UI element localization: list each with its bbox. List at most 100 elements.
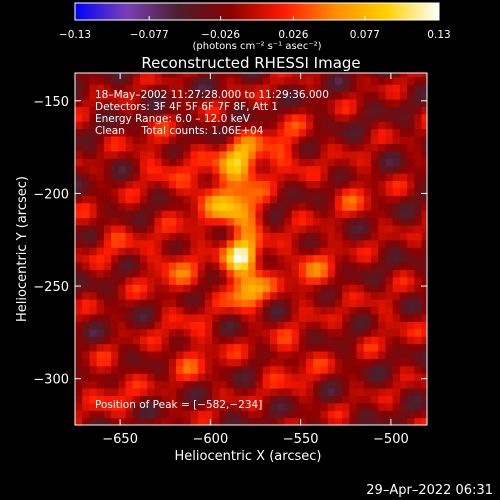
heatmap-cell: [262, 247, 271, 256]
heatmap-cell: [313, 299, 322, 308]
heatmap-cell: [168, 387, 177, 396]
heatmap-cell: [161, 76, 170, 85]
heatmap-cell: [168, 291, 177, 300]
heatmap-cell: [212, 365, 221, 374]
heatmap-cell: [183, 76, 192, 85]
heatmap-cell: [306, 410, 314, 419]
heatmap-cell: [219, 276, 228, 285]
heatmap-cell: [371, 254, 379, 263]
heatmap-cell: [75, 76, 83, 85]
heatmap-cell: [392, 113, 401, 122]
heatmap-cell: [298, 143, 307, 152]
heatmap-cell: [103, 239, 112, 248]
heatmap-cell: [306, 98, 314, 107]
heatmap-cell: [96, 113, 105, 122]
heatmap-cell: [204, 73, 213, 78]
heatmap-cell: [118, 180, 127, 189]
heatmap-cell: [226, 402, 235, 411]
heatmap-cell: [168, 343, 177, 352]
heatmap-cell: [219, 121, 228, 130]
heatmap-cell: [147, 106, 156, 115]
heatmap-cell: [125, 261, 134, 270]
heatmap-cell: [190, 387, 199, 396]
heatmap-cell: [139, 195, 148, 204]
heatmap-cell: [306, 165, 314, 174]
heatmap-cell: [219, 232, 228, 241]
heatmap-cell: [248, 165, 257, 174]
heatmap-cell: [118, 224, 127, 233]
heatmap-cell: [103, 269, 112, 278]
heatmap-cell: [327, 224, 336, 233]
heatmap-cell: [219, 269, 228, 278]
heatmap-cell: [269, 106, 278, 115]
heatmap-cell: [342, 387, 350, 396]
heatmap-cell: [168, 180, 177, 189]
heatmap-cell: [204, 84, 213, 93]
heatmap-cell: [132, 387, 141, 396]
heatmap-cell: [342, 239, 350, 248]
heatmap-cell: [212, 321, 221, 330]
heatmap-cell: [233, 247, 242, 256]
heatmap-cell: [82, 402, 91, 411]
heatmap-cell: [212, 306, 221, 315]
heatmap-cell: [226, 73, 235, 78]
heatmap-cell: [298, 358, 307, 367]
heatmap-cell: [363, 247, 372, 256]
heatmap-cell: [147, 232, 156, 241]
heatmap-cell: [75, 232, 83, 241]
heatmap-cell: [342, 158, 350, 167]
heatmap-cell: [306, 247, 314, 256]
heatmap-cell: [125, 187, 134, 196]
heatmap-cell: [334, 224, 343, 233]
heatmap-cell: [392, 106, 401, 115]
heatmap-cell: [176, 306, 184, 315]
heatmap-cell: [82, 158, 91, 167]
heatmap-cell: [407, 128, 415, 137]
heatmap-cell: [154, 387, 163, 396]
heatmap-cell: [269, 336, 278, 345]
heatmap-cell: [241, 180, 249, 189]
heatmap-cell: [183, 195, 192, 204]
heatmap-cell: [399, 128, 408, 137]
heatmap-cell: [277, 210, 285, 219]
heatmap-cell: [298, 387, 307, 396]
heatmap-cell: [125, 306, 134, 315]
heatmap-cell: [212, 395, 221, 404]
heatmap-cell: [414, 350, 423, 359]
heatmap-cell: [284, 247, 293, 256]
heatmap-cell: [96, 232, 105, 241]
heatmap-cell: [255, 328, 264, 337]
heatmap-cell: [248, 187, 257, 196]
heatmap-cell: [385, 224, 394, 233]
heatmap-cell: [111, 387, 119, 396]
heatmap-cell: [291, 410, 300, 419]
heatmap-cell: [320, 224, 329, 233]
heatmap-cell: [255, 239, 264, 248]
chart-title: Reconstructed RHESSI Image: [141, 54, 360, 72]
heatmap-cell: [378, 402, 387, 411]
heatmap-cell: [320, 202, 329, 211]
heatmap-cell: [226, 395, 235, 404]
heatmap-cell: [421, 387, 427, 396]
heatmap-cell: [392, 202, 401, 211]
heatmap-cell: [89, 143, 98, 152]
heatmap-cell: [154, 254, 163, 263]
heatmap-cell: [407, 387, 415, 396]
heatmap-cell: [219, 336, 228, 345]
heatmap-cell: [233, 143, 242, 152]
heatmap-cell: [241, 395, 249, 404]
heatmap-cell: [306, 202, 314, 211]
heatmap-cell: [233, 417, 242, 425]
heatmap-cell: [269, 402, 278, 411]
heatmap-cell: [161, 202, 170, 211]
heatmap-cell: [168, 239, 177, 248]
heatmap-cell: [96, 284, 105, 293]
heatmap-cell: [139, 217, 148, 226]
heatmap-cell: [334, 395, 343, 404]
heatmap-cell: [385, 106, 394, 115]
heatmap-cell: [219, 128, 228, 137]
heatmap-cell: [371, 373, 379, 382]
heatmap-cell: [269, 195, 278, 204]
heatmap-cell: [421, 165, 427, 174]
heatmap-cell: [204, 180, 213, 189]
